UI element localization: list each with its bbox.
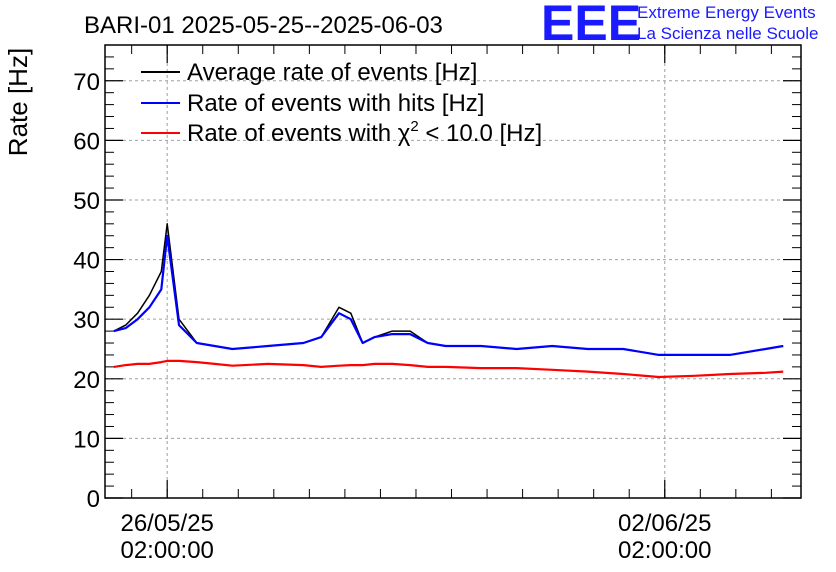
axis-ticks (105, 44, 801, 499)
logo-line-1: Extreme Energy Events (637, 3, 816, 22)
y-tick-label: 50 (73, 188, 100, 215)
y-tick-label: 70 (73, 69, 100, 96)
x-tick-label-date: 26/05/25 (120, 510, 213, 537)
legend-label-chi2-post: < 10.0 [Hz] (419, 120, 542, 147)
series-layer (113, 223, 784, 379)
legend-label-average: Average rate of events [Hz] (187, 59, 477, 86)
legend-label-chi2: Rate of events with χ2 < 10.0 [Hz] (187, 118, 542, 147)
eee-logo: EEE Extreme Energy Events La Scienza nel… (541, 0, 818, 51)
legend-label-chi2-pre: Rate of events with (187, 120, 398, 147)
x-tick-label-time: 02:00:00 (120, 537, 213, 564)
y-tick-label: 0 (87, 486, 100, 513)
legend-label-chi2-sup: 2 (410, 118, 418, 135)
y-tick-label: 60 (73, 128, 100, 155)
legend: Average rate of events [Hz] Rate of even… (141, 59, 542, 147)
series-line-chi2 (113, 359, 784, 379)
series-line-average (113, 223, 784, 356)
y-tick-label: 40 (73, 248, 100, 275)
legend-label-chi2-symbol: χ (398, 120, 411, 147)
logo-line-2: La Scienza nelle Scuole (637, 24, 818, 43)
x-tick-label-time: 02:00:00 (618, 537, 711, 564)
y-tick-label: 30 (73, 307, 100, 334)
y-tick-label: 10 (73, 426, 100, 453)
legend-label-hits: Rate of events with hits [Hz] (187, 90, 484, 117)
chart-title: BARI-01 2025-05-25--2025-06-03 (84, 12, 443, 39)
x-tick-label-date: 02/06/25 (618, 510, 711, 537)
series-line-hits (113, 234, 784, 356)
tick-labels: 01020304050607026/05/2502:00:0002/06/250… (73, 69, 711, 564)
y-axis-title: Rate [Hz] (3, 48, 33, 156)
logo-mark: EEE (541, 0, 641, 51)
y-tick-label: 20 (73, 367, 100, 394)
grid-lines (105, 45, 801, 498)
